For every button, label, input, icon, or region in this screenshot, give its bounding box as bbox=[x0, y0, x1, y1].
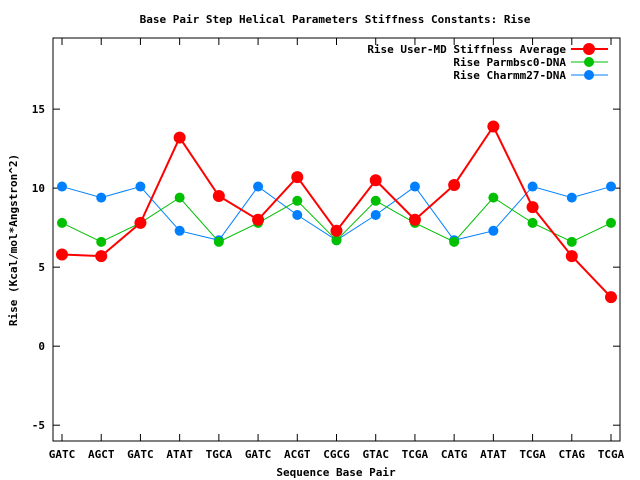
data-point bbox=[212, 190, 225, 203]
data-point bbox=[135, 181, 146, 192]
data-point bbox=[487, 120, 500, 133]
y-tick-label: 0 bbox=[38, 340, 45, 353]
y-tick-label: 10 bbox=[32, 182, 45, 195]
x-tick-label: TGCA bbox=[206, 448, 233, 461]
x-tick-label: CTAG bbox=[559, 448, 586, 461]
x-tick-label: ATAT bbox=[480, 448, 507, 461]
x-tick-label: GATC bbox=[245, 448, 272, 461]
data-point bbox=[173, 131, 186, 144]
data-point bbox=[565, 250, 578, 263]
x-tick-label: GATC bbox=[49, 448, 76, 461]
data-point bbox=[57, 181, 67, 192]
data-point bbox=[370, 195, 381, 206]
data-point bbox=[95, 250, 108, 263]
legend-marker bbox=[584, 57, 594, 67]
x-tick-label: GATC bbox=[127, 448, 154, 461]
legend-marker bbox=[584, 70, 594, 80]
legend-marker bbox=[583, 43, 595, 55]
data-point bbox=[330, 224, 343, 237]
series-line bbox=[61, 124, 612, 298]
y-tick-label: -5 bbox=[32, 419, 45, 432]
data-point bbox=[605, 291, 617, 304]
data-point bbox=[213, 236, 224, 247]
x-tick-label: TCGA bbox=[519, 448, 546, 461]
data-point bbox=[527, 217, 538, 228]
data-point bbox=[369, 174, 382, 187]
x-axis-label: Sequence Base Pair bbox=[276, 466, 396, 479]
data-point bbox=[291, 171, 304, 184]
x-tick-label: TCGA bbox=[598, 448, 625, 461]
data-point bbox=[408, 213, 421, 226]
x-tick-label: TCGA bbox=[402, 448, 429, 461]
x-tick-label: GTAC bbox=[362, 448, 389, 461]
y-tick-label: 5 bbox=[38, 261, 45, 274]
data-point bbox=[566, 192, 577, 203]
x-tick-label: ATAT bbox=[166, 448, 193, 461]
data-point bbox=[526, 201, 539, 214]
data-point bbox=[409, 181, 420, 192]
x-tick-label: CGCG bbox=[323, 448, 350, 461]
data-point bbox=[134, 216, 147, 229]
data-point bbox=[96, 236, 107, 247]
data-point bbox=[292, 195, 303, 206]
data-point bbox=[448, 178, 461, 191]
y-tick-label: 15 bbox=[32, 103, 45, 116]
data-point bbox=[488, 192, 499, 203]
data-point bbox=[252, 213, 265, 226]
legend-label: Rise User-MD Stiffness Average bbox=[367, 43, 566, 56]
data-point bbox=[488, 225, 499, 236]
data-point bbox=[606, 217, 616, 228]
x-tick-label: CATG bbox=[441, 448, 468, 461]
data-point bbox=[606, 181, 616, 192]
data-point bbox=[174, 192, 185, 203]
data-point bbox=[370, 210, 381, 221]
data-point bbox=[527, 181, 538, 192]
data-point bbox=[449, 236, 460, 247]
series-layer bbox=[56, 120, 617, 304]
y-axis-label: Rise (Kcal/mol*Angstron^2) bbox=[7, 154, 20, 326]
data-point bbox=[56, 248, 68, 261]
series-1 bbox=[56, 120, 617, 304]
data-point bbox=[174, 225, 185, 236]
data-point bbox=[253, 181, 264, 192]
data-point bbox=[331, 235, 342, 246]
data-point bbox=[96, 192, 107, 203]
legend-label: Rise Parmbsc0-DNA bbox=[453, 56, 566, 69]
x-tick-label: ACGT bbox=[284, 448, 311, 461]
x-axis: GATC AGCT GATC ATAT TGCA GATC ACGT CGCG GTAC TCGA… bbox=[49, 38, 625, 461]
x-tick-label: AGCT bbox=[88, 448, 115, 461]
data-point bbox=[57, 217, 67, 228]
y-axis: -5 0 5 10 15 bbox=[32, 103, 620, 432]
data-point bbox=[292, 210, 303, 221]
legend-label: Rise Charmm27-DNA bbox=[453, 69, 566, 82]
chart-title: Base Pair Step Helical Parameters Stiffn… bbox=[140, 13, 531, 26]
data-point bbox=[566, 236, 577, 247]
